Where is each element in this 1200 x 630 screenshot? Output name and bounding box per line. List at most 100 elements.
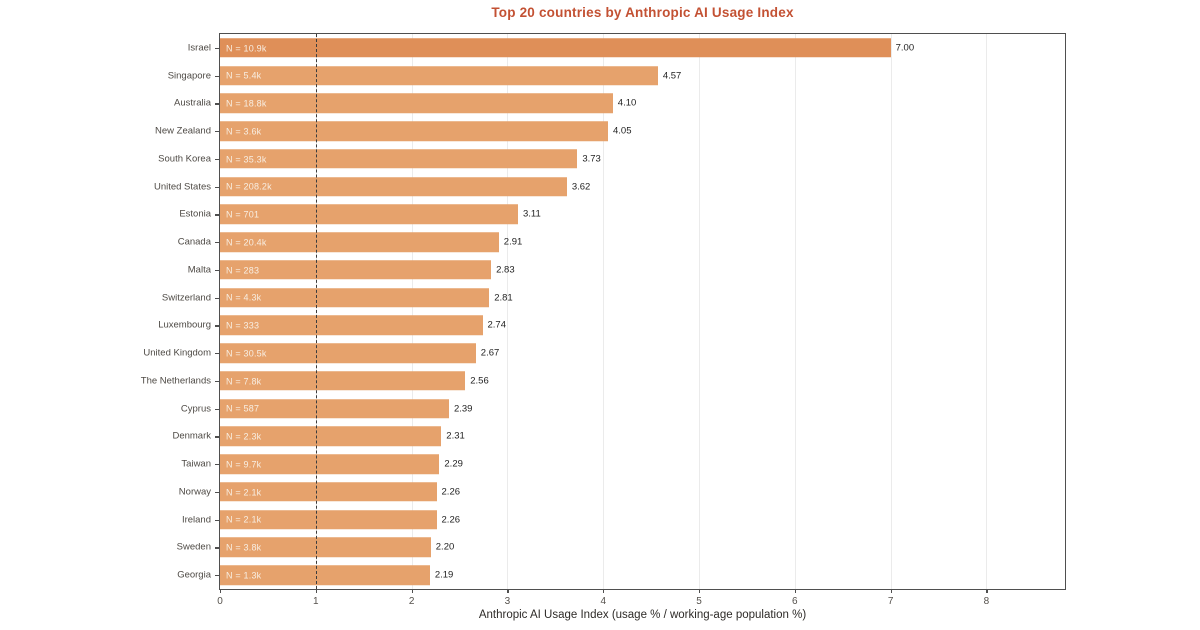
country-label: Georgia (177, 569, 211, 581)
chart-title: Top 20 countries by Anthropic AI Usage I… (491, 5, 794, 20)
bar-row: The Netherlands N = 7.8k 2.56 (141, 367, 1065, 395)
bar: N = 2.3k (220, 426, 442, 447)
y-axis-tick (215, 547, 219, 549)
bar-row: United Kingdom N = 30.5k 2.67 (143, 339, 1065, 367)
y-axis-tick (215, 353, 219, 355)
x-axis-tick (315, 589, 317, 593)
country-label: Norway (178, 486, 211, 498)
grid-line (794, 34, 796, 589)
x-axis-tick (507, 589, 509, 593)
value-label: 4.05 (613, 125, 632, 137)
reference-line (315, 34, 317, 589)
sample-size-label: N = 2.1k (226, 486, 262, 497)
y-axis-tick (215, 103, 219, 105)
country-label: Ireland (181, 514, 211, 526)
sample-size-label: N = 10.9k (226, 42, 267, 53)
x-axis-tick (890, 589, 892, 593)
sample-size-label: N = 3.8k (226, 542, 262, 553)
value-label: 3.73 (582, 153, 601, 165)
bar: N = 3.6k (220, 121, 608, 141)
value-label: 2.83 (496, 264, 515, 276)
bar: N = 2.1k (220, 509, 437, 530)
value-label: 2.67 (480, 347, 500, 359)
country-label: Canada (177, 236, 211, 248)
x-tick-label: 2 (408, 596, 415, 607)
bar: N = 4.3k (220, 287, 490, 308)
y-axis-tick (215, 380, 219, 383)
bar: N = 587 (220, 398, 449, 419)
country-label: South Korea (158, 153, 211, 165)
bar: N = 5.4k (220, 65, 658, 86)
x-tick-label: 6 (792, 596, 798, 607)
country-label: The Netherlands (140, 375, 211, 387)
x-axis-label: Anthropic AI Usage Index (usage % / work… (478, 609, 807, 621)
sample-size-label: N = 18.8k (226, 98, 267, 109)
bar-row: United States N = 208.2k 3.62 (154, 173, 1065, 201)
y-axis-tick (215, 436, 219, 438)
sample-size-label: N = 701 (226, 209, 260, 220)
value-label: 2.91 (503, 236, 523, 248)
y-axis-tick (215, 575, 219, 577)
sample-size-label: N = 9.7k (226, 459, 262, 470)
country-label: Cyprus (180, 403, 211, 415)
y-axis-tick (215, 491, 219, 494)
sample-size-label: N = 2.3k (226, 431, 262, 442)
bar-row: Norway N = 2.1k 2.26 (179, 478, 1065, 506)
value-label: 2.81 (494, 292, 513, 304)
bar: N = 7.8k (220, 371, 466, 391)
x-tick-label: 7 (887, 596, 894, 607)
y-axis-tick (215, 214, 219, 216)
y-axis-tick (215, 464, 219, 466)
bar: N = 208.2k (220, 176, 567, 197)
bar-row: Singapore N = 5.4k 4.57 (168, 62, 1065, 90)
y-axis-tick (215, 242, 219, 244)
country-label: Switzerland (161, 292, 211, 304)
country-label: Malta (187, 264, 211, 276)
bar-row: Luxembourg N = 333 2.74 (158, 312, 1065, 340)
y-axis-tick (215, 408, 219, 410)
bar-row: Denmark N = 2.3k 2.31 (172, 423, 1065, 451)
y-axis-tick (215, 75, 219, 77)
bar-row: Taiwan N = 9.7k 2.29 (181, 450, 1065, 478)
value-label: 3.62 (571, 181, 591, 193)
bar: N = 3.8k (220, 537, 431, 558)
bar-row: Canada N = 20.4k 2.91 (178, 228, 1065, 256)
sample-size-label: N = 208.2k (226, 181, 272, 192)
grid-line (890, 34, 892, 589)
x-axis-tick (986, 589, 988, 593)
x-axis-tick (220, 589, 222, 593)
x-tick-label: 3 (504, 596, 511, 607)
bar-row: Sweden N = 3.8k 2.20 (177, 534, 1065, 562)
bar: N = 283 (220, 260, 492, 280)
country-label: Australia (174, 97, 211, 109)
country-label: New Zealand (155, 125, 211, 137)
bar: N = 30.5k (220, 343, 476, 363)
grid-line (986, 34, 988, 589)
bar-row: Switzerland N = 4.3k 2.81 (162, 284, 1065, 312)
value-label: 2.31 (446, 430, 465, 442)
sample-size-label: N = 35.3k (226, 153, 267, 164)
bar: N = 2.1k (220, 482, 437, 502)
y-axis-tick (215, 131, 219, 133)
sample-size-label: N = 587 (226, 403, 260, 414)
sample-size-label: N = 2.1k (226, 514, 262, 525)
bar-row: Georgia N = 1.3k 2.19 (177, 561, 1065, 589)
value-label: 2.26 (441, 486, 461, 498)
country-label: Luxembourg (158, 319, 211, 331)
sample-size-label: N = 20.4k (226, 237, 267, 248)
x-tick-label: 0 (217, 596, 223, 607)
x-tick-label: 5 (696, 596, 702, 607)
value-label: 2.39 (453, 403, 473, 415)
bar-row: New Zealand N = 3.6k 4.05 (155, 117, 1065, 145)
sample-size-label: N = 1.3k (226, 570, 262, 581)
sample-size-label: N = 7.8k (226, 375, 262, 386)
bar: N = 1.3k (220, 565, 430, 585)
x-axis-tick (603, 589, 605, 593)
bar: N = 20.4k (220, 232, 499, 252)
country-label: Taiwan (181, 458, 211, 470)
value-label: 7.00 (895, 42, 915, 54)
country-label: Israel (187, 42, 211, 54)
grid-line (699, 34, 701, 589)
y-axis-tick (215, 297, 219, 299)
y-axis-tick (215, 519, 219, 521)
